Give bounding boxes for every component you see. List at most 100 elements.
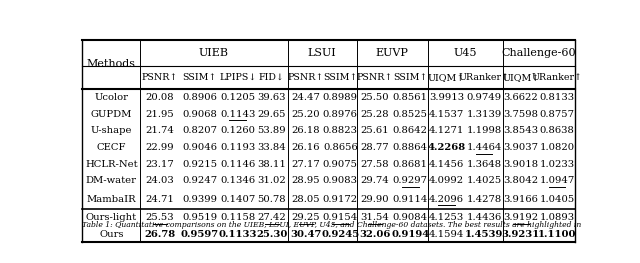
Text: Table 1: Quantitative comparisons on the UIEB, LSUI, EUVP, U45, and Challenge-60: Table 1: Quantitative comparisons on the… <box>83 221 582 229</box>
Text: 0.9084: 0.9084 <box>393 213 428 222</box>
Text: 0.8757: 0.8757 <box>540 110 575 119</box>
Text: 28.77: 28.77 <box>361 143 389 152</box>
Text: DM-water: DM-water <box>86 176 137 185</box>
Text: MambaIR: MambaIR <box>86 195 136 204</box>
Text: 0.8133: 0.8133 <box>540 93 575 102</box>
Text: 24.47: 24.47 <box>291 93 320 102</box>
Text: PSNR↑: PSNR↑ <box>142 73 179 82</box>
Text: 0.8207: 0.8207 <box>182 126 218 135</box>
Text: 0.9215: 0.9215 <box>182 159 218 169</box>
Text: URanker↑: URanker↑ <box>458 73 509 82</box>
Text: 20.08: 20.08 <box>146 93 175 102</box>
Text: 25.20: 25.20 <box>291 110 320 119</box>
Text: 23.17: 23.17 <box>146 159 175 169</box>
Text: 0.1133: 0.1133 <box>218 230 257 239</box>
Text: UIEB: UIEB <box>199 48 229 58</box>
Text: 3.9037: 3.9037 <box>503 143 538 152</box>
Text: SSIM↑: SSIM↑ <box>323 73 358 82</box>
Text: 0.9154: 0.9154 <box>323 213 358 222</box>
Text: 21.74: 21.74 <box>146 126 175 135</box>
Text: HCLR-Net: HCLR-Net <box>85 159 138 169</box>
Text: 1.4025: 1.4025 <box>467 176 502 185</box>
Text: Challenge-60: Challenge-60 <box>502 48 576 58</box>
Text: SSIM↑: SSIM↑ <box>393 73 428 82</box>
Text: 3.8042: 3.8042 <box>503 176 538 185</box>
Text: 25.30: 25.30 <box>256 230 287 239</box>
Text: 0.8976: 0.8976 <box>323 110 358 119</box>
Text: 32.06: 32.06 <box>359 230 390 239</box>
Text: 1.0893: 1.0893 <box>540 213 575 222</box>
Text: 1.0405: 1.0405 <box>540 195 575 204</box>
Text: 30.47: 30.47 <box>290 230 321 239</box>
Text: 25.61: 25.61 <box>361 126 389 135</box>
Text: 25.53: 25.53 <box>146 213 175 222</box>
Text: 33.84: 33.84 <box>257 143 286 152</box>
Text: 0.9083: 0.9083 <box>323 176 358 185</box>
Text: 39.63: 39.63 <box>257 93 286 102</box>
Text: 3.9018: 3.9018 <box>503 159 538 169</box>
Text: 1.4539: 1.4539 <box>465 230 503 239</box>
Text: 3.9231: 3.9231 <box>502 230 540 239</box>
Text: 29.25: 29.25 <box>291 213 320 222</box>
Text: 53.89: 53.89 <box>257 126 286 135</box>
Text: 1.3139: 1.3139 <box>467 110 502 119</box>
Text: 0.1158: 0.1158 <box>220 213 255 222</box>
Text: 1.0820: 1.0820 <box>540 143 575 152</box>
Text: PSNR↑: PSNR↑ <box>287 73 324 82</box>
Text: EUVP: EUVP <box>376 48 409 58</box>
Text: 4.1253: 4.1253 <box>429 213 464 222</box>
Text: PSNR↑: PSNR↑ <box>356 73 393 82</box>
Text: 1.4464: 1.4464 <box>467 143 502 152</box>
Text: 0.8681: 0.8681 <box>393 159 428 169</box>
Text: 0.1193: 0.1193 <box>220 143 255 152</box>
Text: 1.1998: 1.1998 <box>467 126 502 135</box>
Text: 28.95: 28.95 <box>291 176 320 185</box>
Text: 3.8543: 3.8543 <box>503 126 538 135</box>
Text: 4.0992: 4.0992 <box>429 176 464 185</box>
Text: 0.9519: 0.9519 <box>182 213 218 222</box>
Text: 0.1346: 0.1346 <box>220 176 255 185</box>
Text: 0.9597: 0.9597 <box>180 230 219 239</box>
Text: 0.8656: 0.8656 <box>323 143 358 152</box>
Text: 0.1146: 0.1146 <box>220 159 255 169</box>
Text: LSUI: LSUI <box>308 48 337 58</box>
Text: 26.16: 26.16 <box>291 143 320 152</box>
Text: 0.8864: 0.8864 <box>393 143 428 152</box>
Text: CECF: CECF <box>97 143 126 152</box>
Text: 4.1456: 4.1456 <box>429 159 464 169</box>
Text: 4.2268: 4.2268 <box>428 143 465 152</box>
Text: 0.9399: 0.9399 <box>182 195 218 204</box>
Text: 0.1407: 0.1407 <box>220 195 255 204</box>
Text: 27.17: 27.17 <box>291 159 320 169</box>
Text: 3.9192: 3.9192 <box>503 213 538 222</box>
Text: 1.0947: 1.0947 <box>540 176 575 185</box>
Text: 3.6622: 3.6622 <box>504 93 538 102</box>
Text: 38.11: 38.11 <box>257 159 286 169</box>
Text: 0.9075: 0.9075 <box>323 159 358 169</box>
Text: LPIPS↓: LPIPS↓ <box>219 73 257 82</box>
Text: 4.1271: 4.1271 <box>429 126 464 135</box>
Text: 31.54: 31.54 <box>360 213 389 222</box>
Text: 1.4436: 1.4436 <box>467 213 502 222</box>
Text: 21.95: 21.95 <box>146 110 175 119</box>
Text: 0.9194: 0.9194 <box>391 230 429 239</box>
Text: 0.9114: 0.9114 <box>393 195 428 204</box>
Text: GUPDM: GUPDM <box>91 110 132 119</box>
Text: 0.9297: 0.9297 <box>393 176 428 185</box>
Text: Ours: Ours <box>99 230 124 239</box>
Text: 0.8561: 0.8561 <box>393 93 428 102</box>
Text: U-shape: U-shape <box>91 126 132 135</box>
Text: 31.02: 31.02 <box>257 176 286 185</box>
Text: 0.8989: 0.8989 <box>323 93 358 102</box>
Text: 0.8525: 0.8525 <box>393 110 428 119</box>
Text: 0.8642: 0.8642 <box>393 126 428 135</box>
Text: 29.74: 29.74 <box>360 176 389 185</box>
Text: 0.8906: 0.8906 <box>182 93 217 102</box>
Text: 0.9068: 0.9068 <box>182 110 217 119</box>
Text: Ours-light: Ours-light <box>86 213 137 222</box>
Text: 3.9913: 3.9913 <box>429 93 464 102</box>
Text: 0.9247: 0.9247 <box>182 176 218 185</box>
Text: 4.1537: 4.1537 <box>429 110 464 119</box>
Text: 26.18: 26.18 <box>291 126 320 135</box>
Text: Methods: Methods <box>87 59 136 69</box>
